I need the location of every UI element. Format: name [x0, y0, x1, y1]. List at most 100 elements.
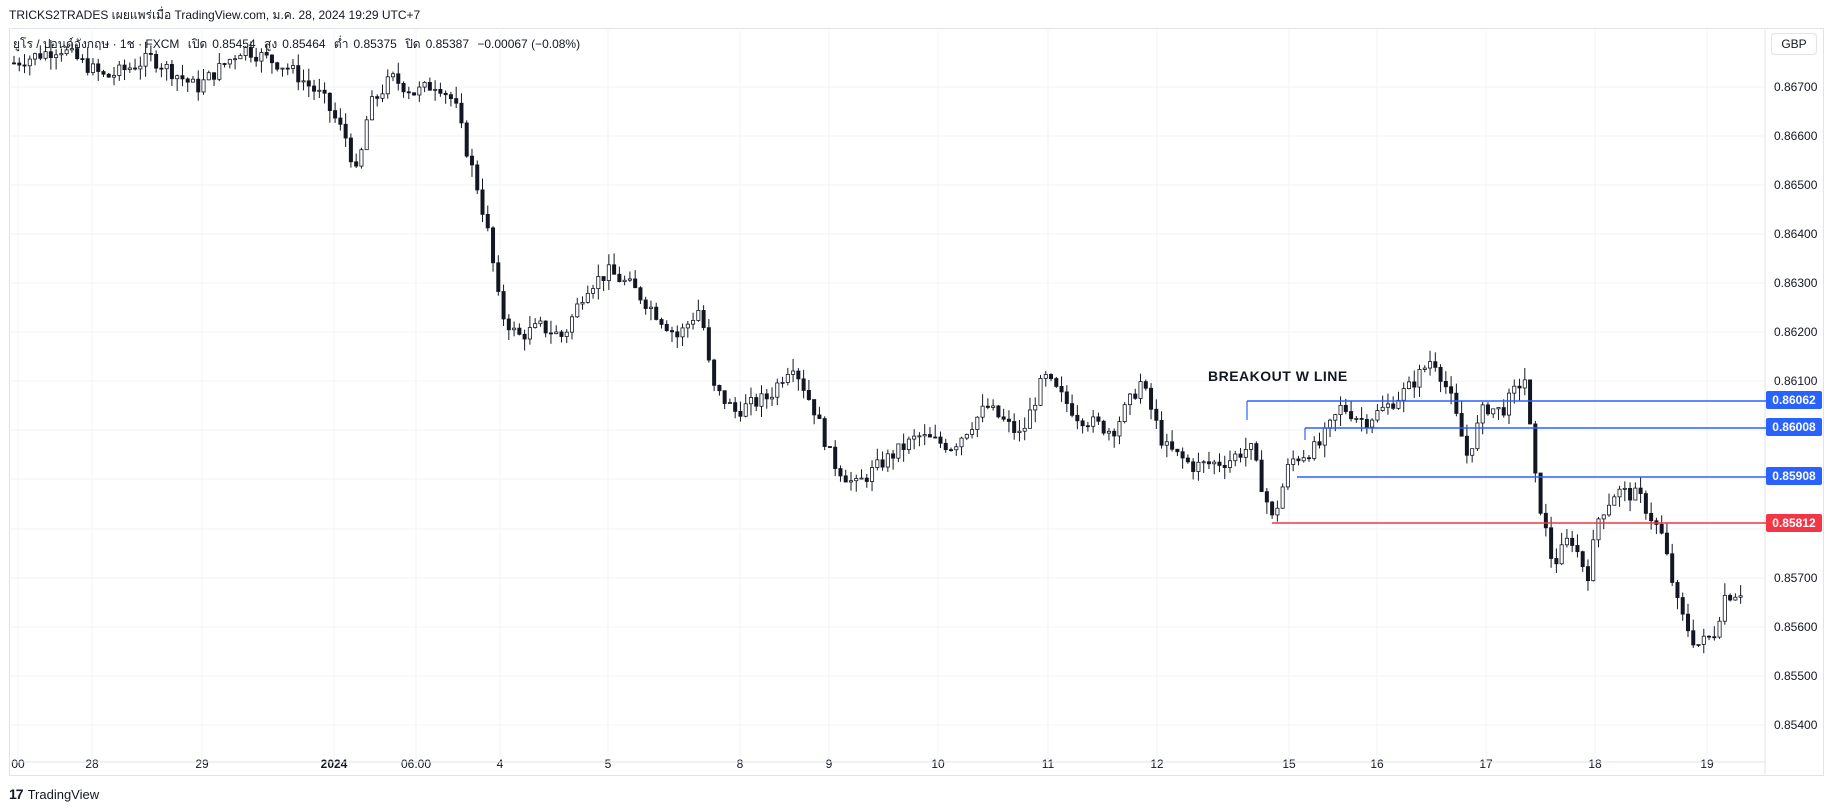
candle-body	[1264, 491, 1269, 503]
candle-body	[1512, 385, 1517, 394]
candle-body	[1649, 512, 1654, 522]
candle-body	[801, 378, 806, 391]
candle-body	[80, 58, 85, 61]
candle-body	[606, 264, 611, 281]
time-tick-label: 16	[1370, 757, 1384, 771]
candle-body	[591, 288, 596, 294]
candle-body	[943, 442, 948, 451]
candle-body	[506, 318, 511, 331]
candle-body	[433, 88, 438, 91]
candle-body	[75, 48, 80, 60]
candle-body	[454, 98, 459, 104]
chart-area[interactable]	[9, 28, 1824, 776]
candle-body	[1138, 381, 1143, 399]
candle-body	[959, 437, 964, 448]
time-tick-label: 00	[11, 757, 25, 771]
candle-body	[11, 62, 16, 65]
candle-body	[1328, 419, 1333, 429]
low-label: ต่ำ	[333, 37, 349, 51]
candle-body	[864, 477, 869, 482]
candle-body	[891, 453, 896, 459]
candle-body	[212, 72, 217, 80]
candle-body	[880, 459, 885, 468]
candle-body	[280, 67, 285, 70]
candle-body	[1301, 457, 1306, 462]
candle-body	[527, 327, 532, 340]
candle-body	[670, 330, 675, 333]
candle-body	[1601, 514, 1606, 520]
candle-body	[1027, 409, 1032, 429]
candle-body	[117, 64, 122, 76]
candle-body	[138, 65, 143, 70]
candle-body	[912, 435, 917, 440]
candle-body	[533, 323, 538, 328]
candle-body	[1296, 458, 1301, 462]
candle-body	[1112, 430, 1117, 437]
candle-body	[1417, 369, 1422, 388]
candle-body	[1080, 420, 1085, 427]
candle-body	[1201, 461, 1206, 464]
price-tick-label: 0.86500	[1774, 178, 1818, 192]
candle-body	[1638, 487, 1643, 494]
candle-body	[1707, 635, 1712, 638]
candle-body	[1528, 379, 1533, 425]
open-value: 0.85454	[212, 37, 256, 51]
candle-body	[438, 88, 443, 94]
candle-body	[33, 53, 38, 60]
candle-body	[1380, 406, 1385, 411]
candle-body	[691, 319, 696, 325]
candle-body	[1043, 374, 1048, 379]
candle-body	[738, 410, 743, 417]
candle-body	[1675, 582, 1680, 598]
candle-body	[322, 89, 327, 94]
currency-button[interactable]: GBP	[1771, 33, 1817, 55]
candle-body	[101, 71, 106, 75]
candle-body	[733, 402, 738, 412]
candle-body	[1554, 558, 1559, 565]
candle-body	[333, 110, 338, 119]
candle-body	[1101, 420, 1106, 434]
candle-body	[1228, 460, 1233, 468]
candle-body	[385, 76, 390, 95]
candle-body	[169, 63, 174, 80]
close-value: 0.85387	[425, 37, 469, 51]
candle-body	[675, 331, 680, 338]
symbol-name[interactable]: ยูโร / ปอนด์อังกฤษ · 1ช · FXCM	[13, 37, 180, 51]
time-tick-label: 10	[931, 757, 945, 771]
candle-body	[1738, 595, 1743, 598]
candle-body	[127, 67, 132, 71]
candle-body	[1254, 443, 1259, 461]
candle-body	[1196, 461, 1201, 472]
candle-body	[938, 436, 943, 444]
candle-body	[770, 396, 775, 400]
candle-body	[633, 278, 638, 289]
candle-body	[1580, 551, 1585, 568]
time-tick-label: 06:00	[401, 757, 431, 771]
footer-brand[interactable]: TradingView	[27, 786, 100, 802]
candle-body	[1159, 419, 1164, 446]
candle-body	[401, 83, 406, 93]
candle-body	[1085, 425, 1090, 428]
candle-body	[133, 67, 138, 70]
candle-body	[22, 64, 27, 67]
candle-body	[375, 96, 380, 99]
candle-body	[264, 52, 269, 56]
candle-body	[164, 63, 169, 70]
candle-body	[90, 63, 95, 73]
candle-body	[696, 310, 701, 321]
candle-body	[1464, 435, 1469, 456]
candle-body	[1585, 566, 1590, 582]
candle-body	[469, 155, 474, 166]
candle-body	[306, 80, 311, 87]
candle-body	[917, 435, 922, 438]
breakout-annotation[interactable]: BREAKOUT W LINE	[1208, 368, 1348, 384]
high-value: 0.85464	[282, 37, 326, 51]
candle-body	[1001, 416, 1006, 420]
candle-body	[722, 390, 727, 404]
candle-body	[1485, 404, 1490, 415]
candle-body	[569, 316, 574, 333]
candle-body	[985, 405, 990, 408]
candle-body	[1143, 381, 1148, 389]
time-tick-label: 5	[605, 757, 612, 771]
